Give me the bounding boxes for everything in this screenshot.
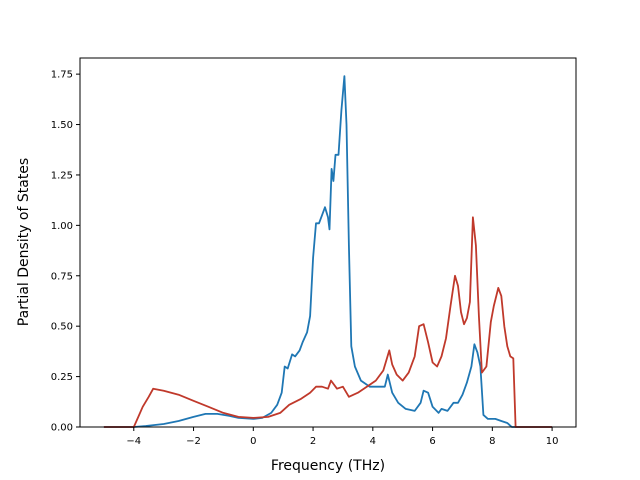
x-tick-label: 0: [250, 436, 256, 447]
plot-frame: [79, 57, 577, 428]
plot-lines: [103, 75, 553, 428]
y-tick-label: 0.25: [51, 372, 73, 383]
x-tick-label: −4: [126, 436, 141, 447]
x-axis-ticks: −4 −2 0 2 4 6 8 10: [126, 427, 558, 447]
x-tick-label: −2: [186, 436, 201, 447]
series-line-1: [103, 75, 553, 428]
x-tick-label: 6: [429, 436, 435, 447]
x-tick-label: 2: [310, 436, 316, 447]
y-axis-title: Partial Density of States: [16, 158, 32, 326]
y-tick-label: 1.00: [51, 221, 73, 232]
series-line-2: [103, 216, 553, 428]
y-tick-label: 0.00: [51, 423, 73, 434]
y-axis-ticks: 0.00 0.25 0.50 0.75 1.00 1.25 1.50 1.75: [51, 70, 80, 434]
x-tick-label: 8: [489, 436, 495, 447]
y-tick-label: 0.50: [51, 322, 73, 333]
y-tick-label: 0.75: [51, 271, 73, 282]
x-axis-title: Frequency (THz): [271, 458, 385, 474]
y-tick-label: 1.75: [51, 70, 73, 81]
y-tick-label: 1.25: [51, 170, 73, 181]
x-tick-label: 4: [370, 436, 376, 447]
x-tick-label: 10: [546, 436, 559, 447]
y-tick-label: 1.50: [51, 120, 73, 131]
